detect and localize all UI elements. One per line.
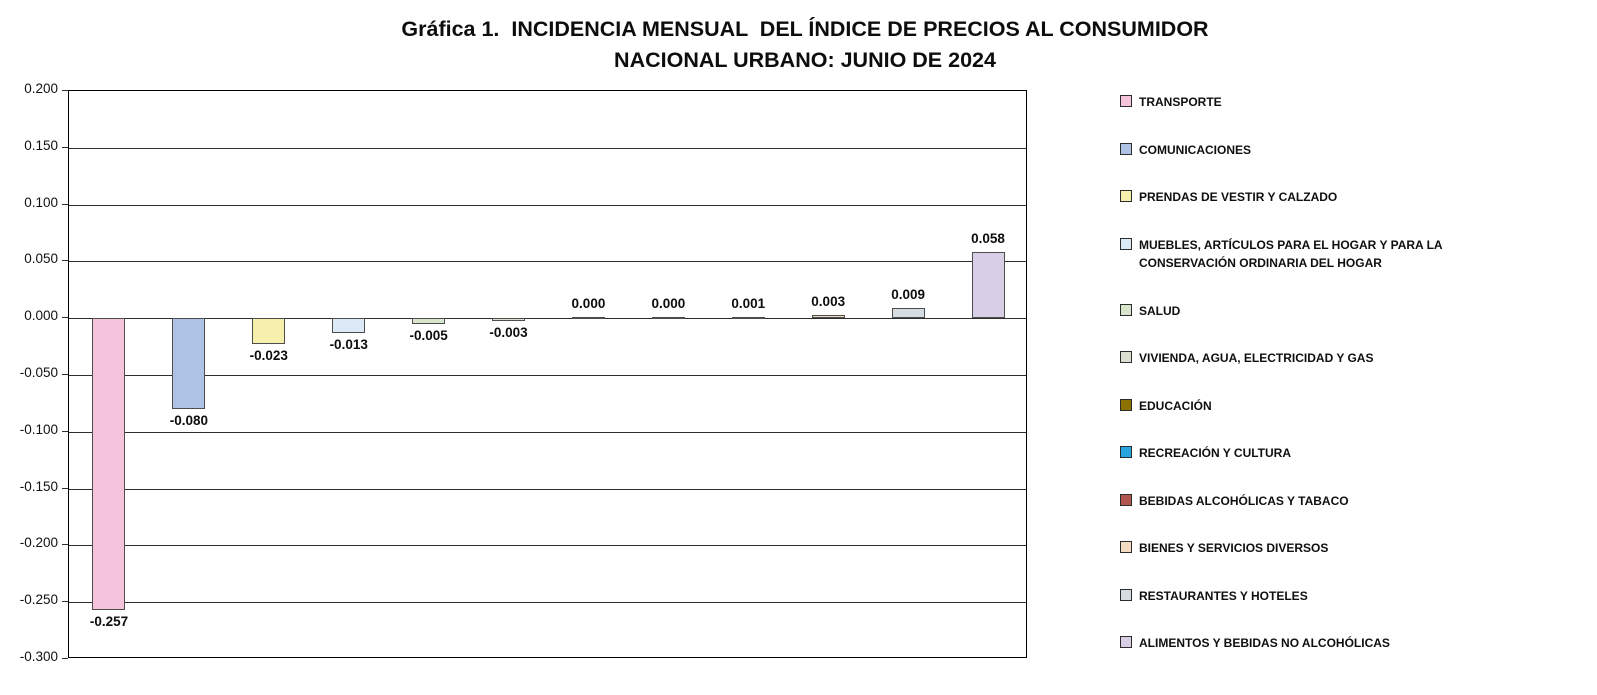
legend-item: PRENDAS DE VESTIR Y CALZADO [1120, 188, 1585, 207]
legend-item: TRANSPORTE [1120, 93, 1585, 112]
y-axis-tick [62, 601, 68, 603]
gridline [69, 147, 1026, 149]
y-axis-tick [62, 487, 68, 489]
legend-item: VIVIENDA, AGUA, ELECTRICIDAD Y GAS [1120, 349, 1585, 368]
y-axis-tick [62, 260, 68, 262]
chart-title: Gráfica 1. INCIDENCIA MENSUAL DEL ÍNDICE… [170, 14, 1440, 76]
legend-swatch-icon [1120, 237, 1132, 250]
bar-value-label: -0.005 [409, 328, 448, 344]
y-axis-label: -0.050 [19, 365, 58, 380]
bar-value-label: 0.009 [891, 287, 926, 303]
legend-label: RECREACIÓN Y CULTURA [1139, 446, 1292, 461]
chart-title-line2: NACIONAL URBANO: JUNIO DE 2024 [614, 48, 996, 73]
legend-swatch-icon [1120, 142, 1132, 155]
legend-swatch-icon [1120, 303, 1132, 316]
bar-2 [172, 318, 206, 410]
bar-6 [492, 318, 526, 322]
gridline [69, 545, 1026, 547]
y-axis-label: -0.300 [19, 649, 58, 664]
bar-9 [731, 317, 765, 320]
legend-swatch-icon [1120, 636, 1132, 649]
legend-item: EDUCACIÓN [1120, 397, 1585, 416]
bar-7 [571, 317, 605, 320]
legend-swatch-icon [1120, 95, 1132, 107]
legend-label: EDUCACIÓN [1139, 398, 1212, 413]
bar-8 [651, 317, 685, 320]
legend-swatch-icon [1120, 493, 1132, 506]
legend-swatch-icon [1120, 446, 1132, 459]
y-axis-tick [62, 430, 68, 432]
legend-label: RESTAURANTES Y HOTELES [1139, 588, 1308, 603]
y-axis-tick [62, 146, 68, 148]
legend-item: BEBIDAS ALCOHÓLICAS Y TABACO [1120, 492, 1585, 511]
chart-title-line1: Gráfica 1. INCIDENCIA MENSUAL DEL ÍNDICE… [401, 17, 1209, 41]
legend-label: TRANSPORTE [1139, 95, 1222, 109]
y-axis-label: 0.150 [24, 137, 58, 153]
plot-area: -0.257 -0.080 -0.023 -0.013 -0.005 -0.003 0.00… [68, 90, 1027, 658]
y-axis-tick [62, 544, 68, 546]
bar-value-label: -0.003 [489, 325, 528, 341]
gridline [69, 204, 1026, 206]
bar-1 [92, 318, 126, 611]
legend-swatch-icon [1120, 398, 1132, 411]
gridline [69, 488, 1026, 490]
y-axis-label: -0.200 [19, 535, 58, 551]
legend-item: RECREACIÓN Y CULTURA [1120, 444, 1585, 463]
legend-item: COMUNICACIONES [1120, 141, 1585, 160]
bar-value-label: 0.058 [971, 231, 1005, 247]
bar-11 [891, 308, 925, 319]
bar-value-label: 0.001 [731, 296, 766, 312]
legend-item: SALUD [1120, 302, 1585, 321]
legend-swatch-icon [1120, 541, 1132, 554]
bar-value-label: 0.003 [811, 294, 846, 310]
legend-swatch-icon [1120, 588, 1132, 601]
legend-label: MUEBLES, ARTÍCULOS PARA EL HOGAR Y PARA … [1139, 237, 1443, 271]
y-axis-tick [62, 374, 68, 375]
legend-swatch-icon [1120, 190, 1132, 203]
legend-item: MUEBLES, ARTÍCULOS PARA EL HOGAR Y PARA … [1120, 236, 1585, 273]
bar-3 [252, 318, 286, 345]
legend-label: BIENES Y SERVICIOS DIVERSOS [1139, 541, 1329, 556]
bar-value-label: -0.013 [329, 337, 368, 353]
gridline [69, 261, 1026, 263]
bar-value-label: 0.000 [571, 296, 606, 312]
bar-4 [332, 318, 366, 334]
legend: TRANSPORTE COMUNICACIONES PRENDAS DE VESTI… [1120, 93, 1585, 653]
legend-label: BEBIDAS ALCOHÓLICAS Y TABACO [1139, 493, 1349, 508]
legend-item: RESTAURANTES Y HOTELES [1120, 587, 1585, 606]
y-axis-label: 0.000 [24, 308, 58, 324]
y-axis-label: -0.150 [19, 478, 58, 494]
y-axis-label: 0.100 [24, 194, 58, 210]
bar-10 [811, 315, 845, 319]
bar-12 [971, 252, 1005, 319]
y-axis-label: 0.050 [24, 251, 58, 267]
bar-value-label: -0.257 [89, 614, 129, 630]
legend-swatch-icon [1120, 351, 1132, 364]
y-axis-label: 0.200 [24, 81, 58, 96]
y-axis-tick [62, 317, 68, 319]
gridline [69, 375, 1026, 376]
legend-item: ALIMENTOS Y BEBIDAS NO ALCOHÓLICAS [1120, 634, 1585, 653]
y-axis-tick [62, 658, 68, 659]
legend-label: COMUNICACIONES [1139, 142, 1252, 157]
legend-label: SALUD [1139, 303, 1181, 318]
gridline [69, 431, 1026, 433]
legend-item: BIENES Y SERVICIOS DIVERSOS [1120, 539, 1585, 558]
legend-label: ALIMENTOS Y BEBIDAS NO ALCOHÓLICAS [1139, 636, 1390, 651]
gridline [69, 602, 1026, 604]
bar-value-label: -0.023 [249, 348, 288, 364]
y-axis-label: -0.100 [19, 421, 58, 437]
y-axis-tick [62, 90, 68, 91]
bar-value-label: -0.080 [169, 413, 209, 429]
gridline [69, 318, 1026, 320]
bar-value-label: 0.000 [651, 296, 686, 312]
legend-label: VIVIENDA, AGUA, ELECTRICIDAD Y GAS [1139, 351, 1374, 366]
legend-label: PRENDAS DE VESTIR Y CALZADO [1139, 190, 1338, 205]
y-axis-label: -0.250 [19, 592, 58, 608]
bar-5 [412, 318, 446, 325]
y-axis-tick [62, 203, 68, 205]
